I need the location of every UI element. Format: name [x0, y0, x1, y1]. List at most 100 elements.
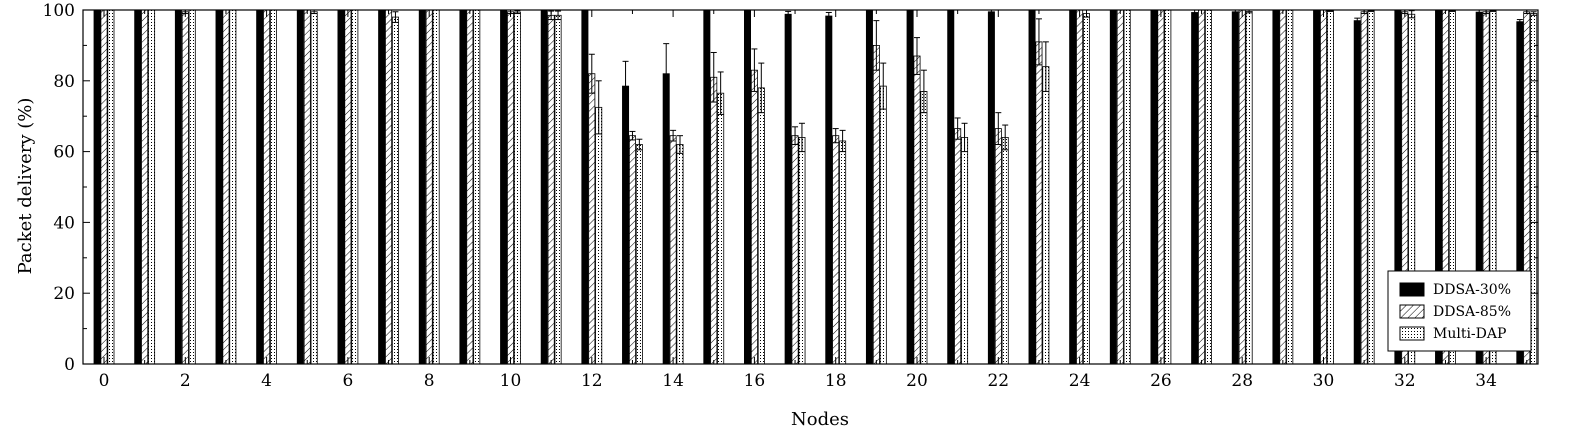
bar-ddsa-85-node-5 — [303, 9, 311, 365]
bar-multi-dap-node-7 — [391, 16, 399, 365]
error-bar-ddsa-85-node-16 — [751, 48, 758, 92]
bar-ddsa-30-node-28 — [1231, 11, 1239, 365]
bar-ddsa-85-node-23 — [1035, 41, 1043, 365]
x-tick-label: 20 — [906, 371, 928, 391]
bar-ddsa-30-node-9 — [459, 9, 467, 365]
bar-ddsa-30-node-1 — [134, 9, 142, 365]
error-bar-ddsa-85-node-22 — [995, 112, 1002, 146]
bar-ddsa-85-node-27 — [1198, 9, 1206, 365]
bar-ddsa-85-node-13 — [628, 135, 636, 365]
bar-ddsa-85-node-15 — [710, 76, 718, 365]
x-tick-label: 26 — [1150, 371, 1172, 391]
bar-ddsa-85-node-26 — [1157, 9, 1165, 365]
bars-layer — [93, 9, 1538, 365]
bar-multi-dap-node-4 — [269, 9, 277, 365]
x-axis-label: Nodes — [791, 409, 849, 430]
x-tick-label: 24 — [1069, 371, 1091, 391]
error-bar-ddsa-30-node-31 — [1354, 17, 1361, 24]
legend-swatch-solid — [1399, 282, 1425, 297]
x-tick-label: 14 — [662, 371, 684, 391]
error-bar-ddsa-85-node-12 — [588, 53, 595, 94]
bar-multi-dap-node-26 — [1164, 9, 1172, 365]
bar-multi-dap-node-20 — [920, 91, 928, 365]
error-bar-ddsa-30-node-17 — [785, 10, 792, 18]
y-tick-label: 80 — [53, 72, 75, 92]
bar-ddsa-85-node-17 — [791, 135, 799, 365]
error-bar-ddsa-30-node-18 — [825, 11, 832, 21]
legend-item-multi-dap: Multi-DAP — [1399, 326, 1506, 342]
error-bar-ddsa-85-node-21 — [954, 117, 961, 140]
bar-ddsa-30-node-18 — [825, 15, 833, 365]
error-bar-multi-dap-node-13 — [636, 138, 643, 151]
legend-label-multi-dap: Multi-DAP — [1433, 326, 1506, 342]
bar-multi-dap-node-6 — [351, 9, 359, 365]
error-bar-ddsa-85-node-14 — [670, 129, 677, 142]
error-bar-multi-dap-node-21 — [961, 122, 968, 153]
bar-ddsa-30-node-13 — [622, 85, 630, 365]
y-tick-label: 100 — [43, 1, 75, 21]
legend-label-ddsa-30: DDSA-30% — [1433, 282, 1511, 298]
bar-ddsa-85-node-1 — [141, 9, 149, 365]
x-tick-label: 32 — [1394, 371, 1416, 391]
bar-ddsa-85-node-24 — [1076, 9, 1084, 365]
bar-multi-dap-node-8 — [432, 9, 440, 365]
bar-ddsa-85-node-3 — [222, 9, 230, 365]
bar-ddsa-30-node-6 — [337, 9, 345, 365]
bar-multi-dap-node-31 — [1367, 10, 1375, 365]
x-tick-label: 22 — [987, 371, 1009, 391]
error-bar-multi-dap-node-18 — [839, 129, 846, 153]
bar-multi-dap-node-13 — [635, 144, 643, 365]
bar-multi-dap-node-9 — [473, 9, 481, 365]
x-tick-label: 12 — [581, 371, 603, 391]
bar-ddsa-85-node-12 — [588, 73, 596, 365]
error-bar-multi-dap-node-20 — [920, 69, 927, 114]
error-bar-multi-dap-node-22 — [1002, 124, 1009, 151]
bar-ddsa-30-node-7 — [378, 9, 386, 365]
error-bar-ddsa-85-node-19 — [873, 20, 880, 71]
error-bar-multi-dap-node-7 — [392, 11, 399, 23]
y-tick-label: 0 — [64, 355, 75, 375]
bar-ddsa-30-node-22 — [987, 11, 995, 365]
bar-ddsa-85-node-2 — [181, 11, 189, 365]
bar-multi-dap-node-18 — [839, 140, 847, 365]
bar-ddsa-85-node-31 — [1360, 11, 1368, 365]
x-tick-label: 4 — [261, 371, 272, 391]
legend-item-ddsa-85: DDSA-85% — [1399, 304, 1511, 320]
legend: DDSA-30% DDSA-85% Multi-DAP — [1387, 270, 1532, 352]
bar-ddsa-85-node-22 — [994, 128, 1002, 365]
bar-ddsa-30-node-31 — [1353, 20, 1361, 365]
bar-multi-dap-node-1 — [148, 9, 156, 365]
bar-ddsa-30-node-24 — [1069, 9, 1077, 365]
bar-ddsa-30-node-30 — [1313, 9, 1321, 365]
bar-ddsa-30-node-12 — [581, 9, 589, 365]
error-bar-ddsa-85-node-17 — [792, 126, 799, 146]
bar-multi-dap-node-17 — [798, 137, 806, 365]
error-bar-ddsa-85-node-13 — [629, 130, 636, 141]
bar-multi-dap-node-16 — [757, 87, 765, 365]
bar-multi-dap-node-10 — [513, 11, 521, 365]
bar-ddsa-85-node-14 — [669, 135, 677, 365]
error-bar-multi-dap-node-12 — [595, 80, 602, 135]
bar-multi-dap-node-21 — [961, 137, 969, 365]
error-bar-ddsa-85-node-18 — [832, 128, 839, 144]
x-tick-label: 28 — [1231, 371, 1253, 391]
y-tick-label: 40 — [53, 213, 75, 233]
bar-ddsa-85-node-0 — [100, 9, 108, 365]
legend-swatch-dots — [1399, 326, 1425, 341]
error-bar-ddsa-85-node-20 — [914, 37, 920, 75]
bar-multi-dap-node-24 — [1083, 13, 1091, 365]
error-bar-ddsa-30-node-35 — [1516, 19, 1523, 25]
y-axis-label: Packet delivery (%) — [15, 98, 36, 275]
bar-multi-dap-node-15 — [717, 92, 725, 365]
bar-ddsa-85-node-4 — [263, 9, 271, 365]
error-bar-ddsa-85-node-15 — [710, 51, 717, 103]
x-tick-label: 34 — [1475, 371, 1497, 391]
error-bar-multi-dap-node-10 — [514, 10, 521, 15]
error-bar-ddsa-85-node-23 — [1035, 18, 1042, 66]
bar-ddsa-30-node-19 — [865, 9, 873, 365]
legend-swatch-hatch — [1399, 304, 1425, 319]
y-tick-label: 20 — [53, 284, 75, 304]
error-bar-multi-dap-node-32 — [1408, 10, 1415, 19]
